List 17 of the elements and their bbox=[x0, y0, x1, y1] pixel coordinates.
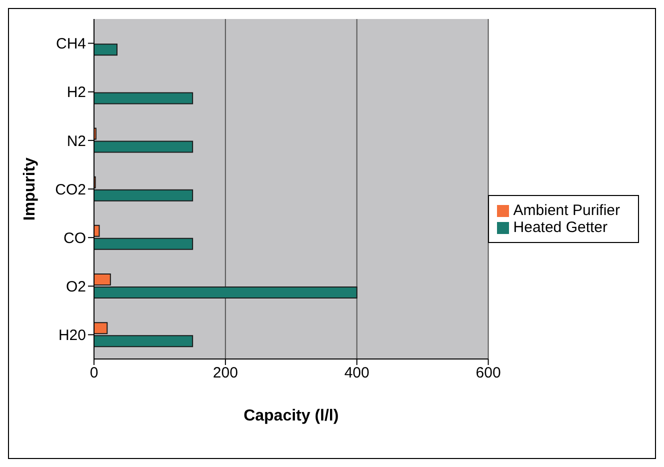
x-tick-label: 600 bbox=[476, 364, 501, 382]
y-tick-label: H2 bbox=[66, 84, 86, 102]
x-tick-label: 0 bbox=[90, 364, 98, 382]
x-axis-title: Capacity (l/l) bbox=[244, 407, 339, 424]
x-tick-label: 400 bbox=[344, 364, 370, 382]
y-tick-label: H20 bbox=[58, 327, 86, 344]
y-tick-label: O2 bbox=[66, 278, 86, 296]
bar bbox=[94, 92, 194, 104]
y-tick-label: CH4 bbox=[56, 36, 86, 53]
x-tick-label: 200 bbox=[212, 364, 238, 382]
legend-label: Heated Getter bbox=[513, 219, 608, 236]
y-tick-label: N2 bbox=[66, 132, 86, 150]
y-tick-label: CO2 bbox=[55, 181, 86, 198]
y-axis-title: Impurity bbox=[22, 157, 39, 221]
legend-label: Ambient Purifier bbox=[513, 202, 620, 219]
y-tick-label: CO bbox=[64, 230, 86, 247]
bar bbox=[94, 44, 118, 56]
